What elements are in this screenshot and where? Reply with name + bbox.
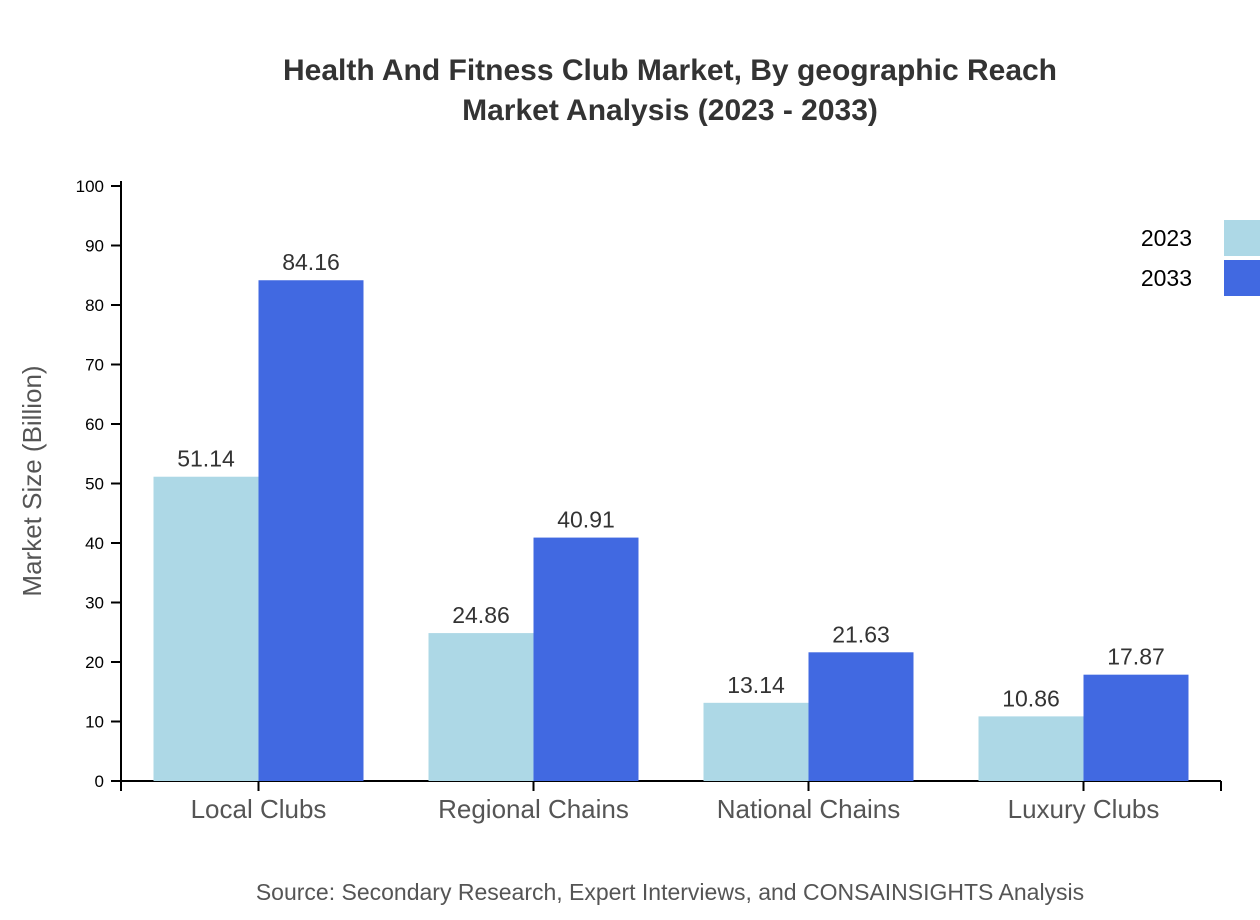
- data-label: 10.86: [1002, 685, 1060, 711]
- y-tick-label: 60: [85, 415, 104, 434]
- data-label: 40.91: [557, 507, 615, 533]
- x-tick-label: Regional Chains: [438, 794, 629, 824]
- y-tick-label: 50: [85, 475, 104, 494]
- bar-2023: [428, 633, 534, 781]
- y-axis: 0 10 20 30 40 50 60 70 80 90 100: [76, 177, 122, 791]
- source-note: Source: Secondary Research, Expert Inter…: [256, 879, 1084, 905]
- bar-2023: [153, 476, 259, 781]
- legend-label: 2023: [1141, 225, 1192, 251]
- y-tick-label: 30: [85, 594, 104, 613]
- x-tick-label: National Chains: [717, 794, 901, 824]
- data-label: 51.14: [177, 446, 235, 472]
- x-axis: Local Clubs Regional Chains National Chain…: [120, 780, 1222, 824]
- legend-swatch: [1224, 260, 1260, 296]
- y-tick-label: 40: [85, 534, 104, 553]
- x-tick-label: Luxury Clubs: [1008, 794, 1160, 824]
- y-tick-label: 100: [76, 177, 104, 196]
- data-label: 17.87: [1107, 644, 1165, 670]
- y-tick-label: 70: [85, 356, 104, 375]
- y-axis-label: Market Size (Billion): [17, 365, 47, 596]
- y-tick-label: 80: [85, 296, 104, 315]
- legend-swatch: [1224, 220, 1260, 256]
- y-tick-label: 20: [85, 653, 104, 672]
- y-tick-label: 10: [85, 713, 104, 732]
- bar-2033: [1083, 674, 1189, 781]
- bars: 51.14 84.16 24.86 40.91 13.14 21.63 10.86 17.87: [153, 249, 1189, 781]
- y-tick-label: 90: [85, 237, 104, 256]
- x-tick-label: Local Clubs: [191, 794, 327, 824]
- legend-label: 2033: [1141, 265, 1192, 291]
- data-label: 84.16: [282, 249, 340, 275]
- bar-2033: [808, 652, 914, 781]
- data-label: 21.63: [832, 621, 890, 647]
- bar-2033: [258, 280, 364, 781]
- bar-2033: [533, 537, 639, 781]
- data-label: 24.86: [452, 602, 510, 628]
- bar-2023: [703, 702, 809, 781]
- bar-2023: [978, 716, 1084, 781]
- data-label: 13.14: [727, 672, 785, 698]
- chart-title-line-2: Market Analysis (2023 - 2033): [462, 94, 878, 127]
- y-tick-label: 0: [95, 772, 104, 791]
- legend: 2023 2033: [1141, 220, 1260, 296]
- chart-title-line-1: Health And Fitness Club Market, By geogr…: [283, 54, 1057, 87]
